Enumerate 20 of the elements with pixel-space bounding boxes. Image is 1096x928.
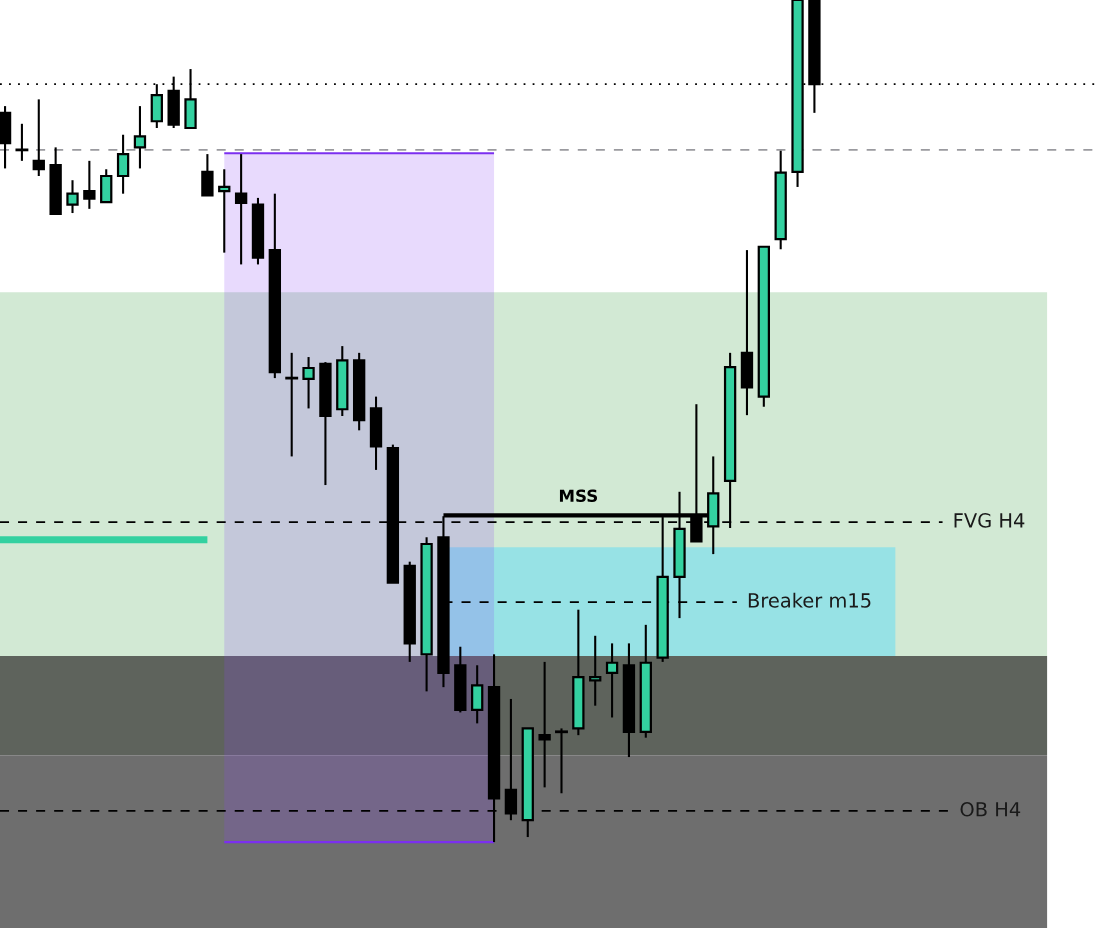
- candlestick: [218, 168, 231, 254]
- candlestick: [605, 642, 619, 719]
- candlestick: [32, 98, 45, 178]
- candlestick: [538, 660, 551, 789]
- candlestick: [555, 727, 568, 795]
- ref-line-label: FVG H4: [954, 513, 1025, 528]
- candlestick: [133, 105, 147, 170]
- candlestick: [504, 697, 518, 822]
- ref-line-label: MSS: [559, 489, 598, 503]
- candlestick: [66, 179, 79, 215]
- candlestick: [234, 153, 248, 266]
- candlestick: [589, 634, 602, 707]
- ref-line-label: OB H4: [960, 801, 1021, 817]
- candlestick: [116, 133, 130, 195]
- candlestick: [15, 122, 29, 162]
- candlestick: [285, 351, 299, 458]
- ref-line-label: Breaker m15: [748, 592, 871, 608]
- candlestick: [201, 153, 214, 197]
- candlestick: [83, 159, 96, 210]
- candlestick: [302, 356, 315, 410]
